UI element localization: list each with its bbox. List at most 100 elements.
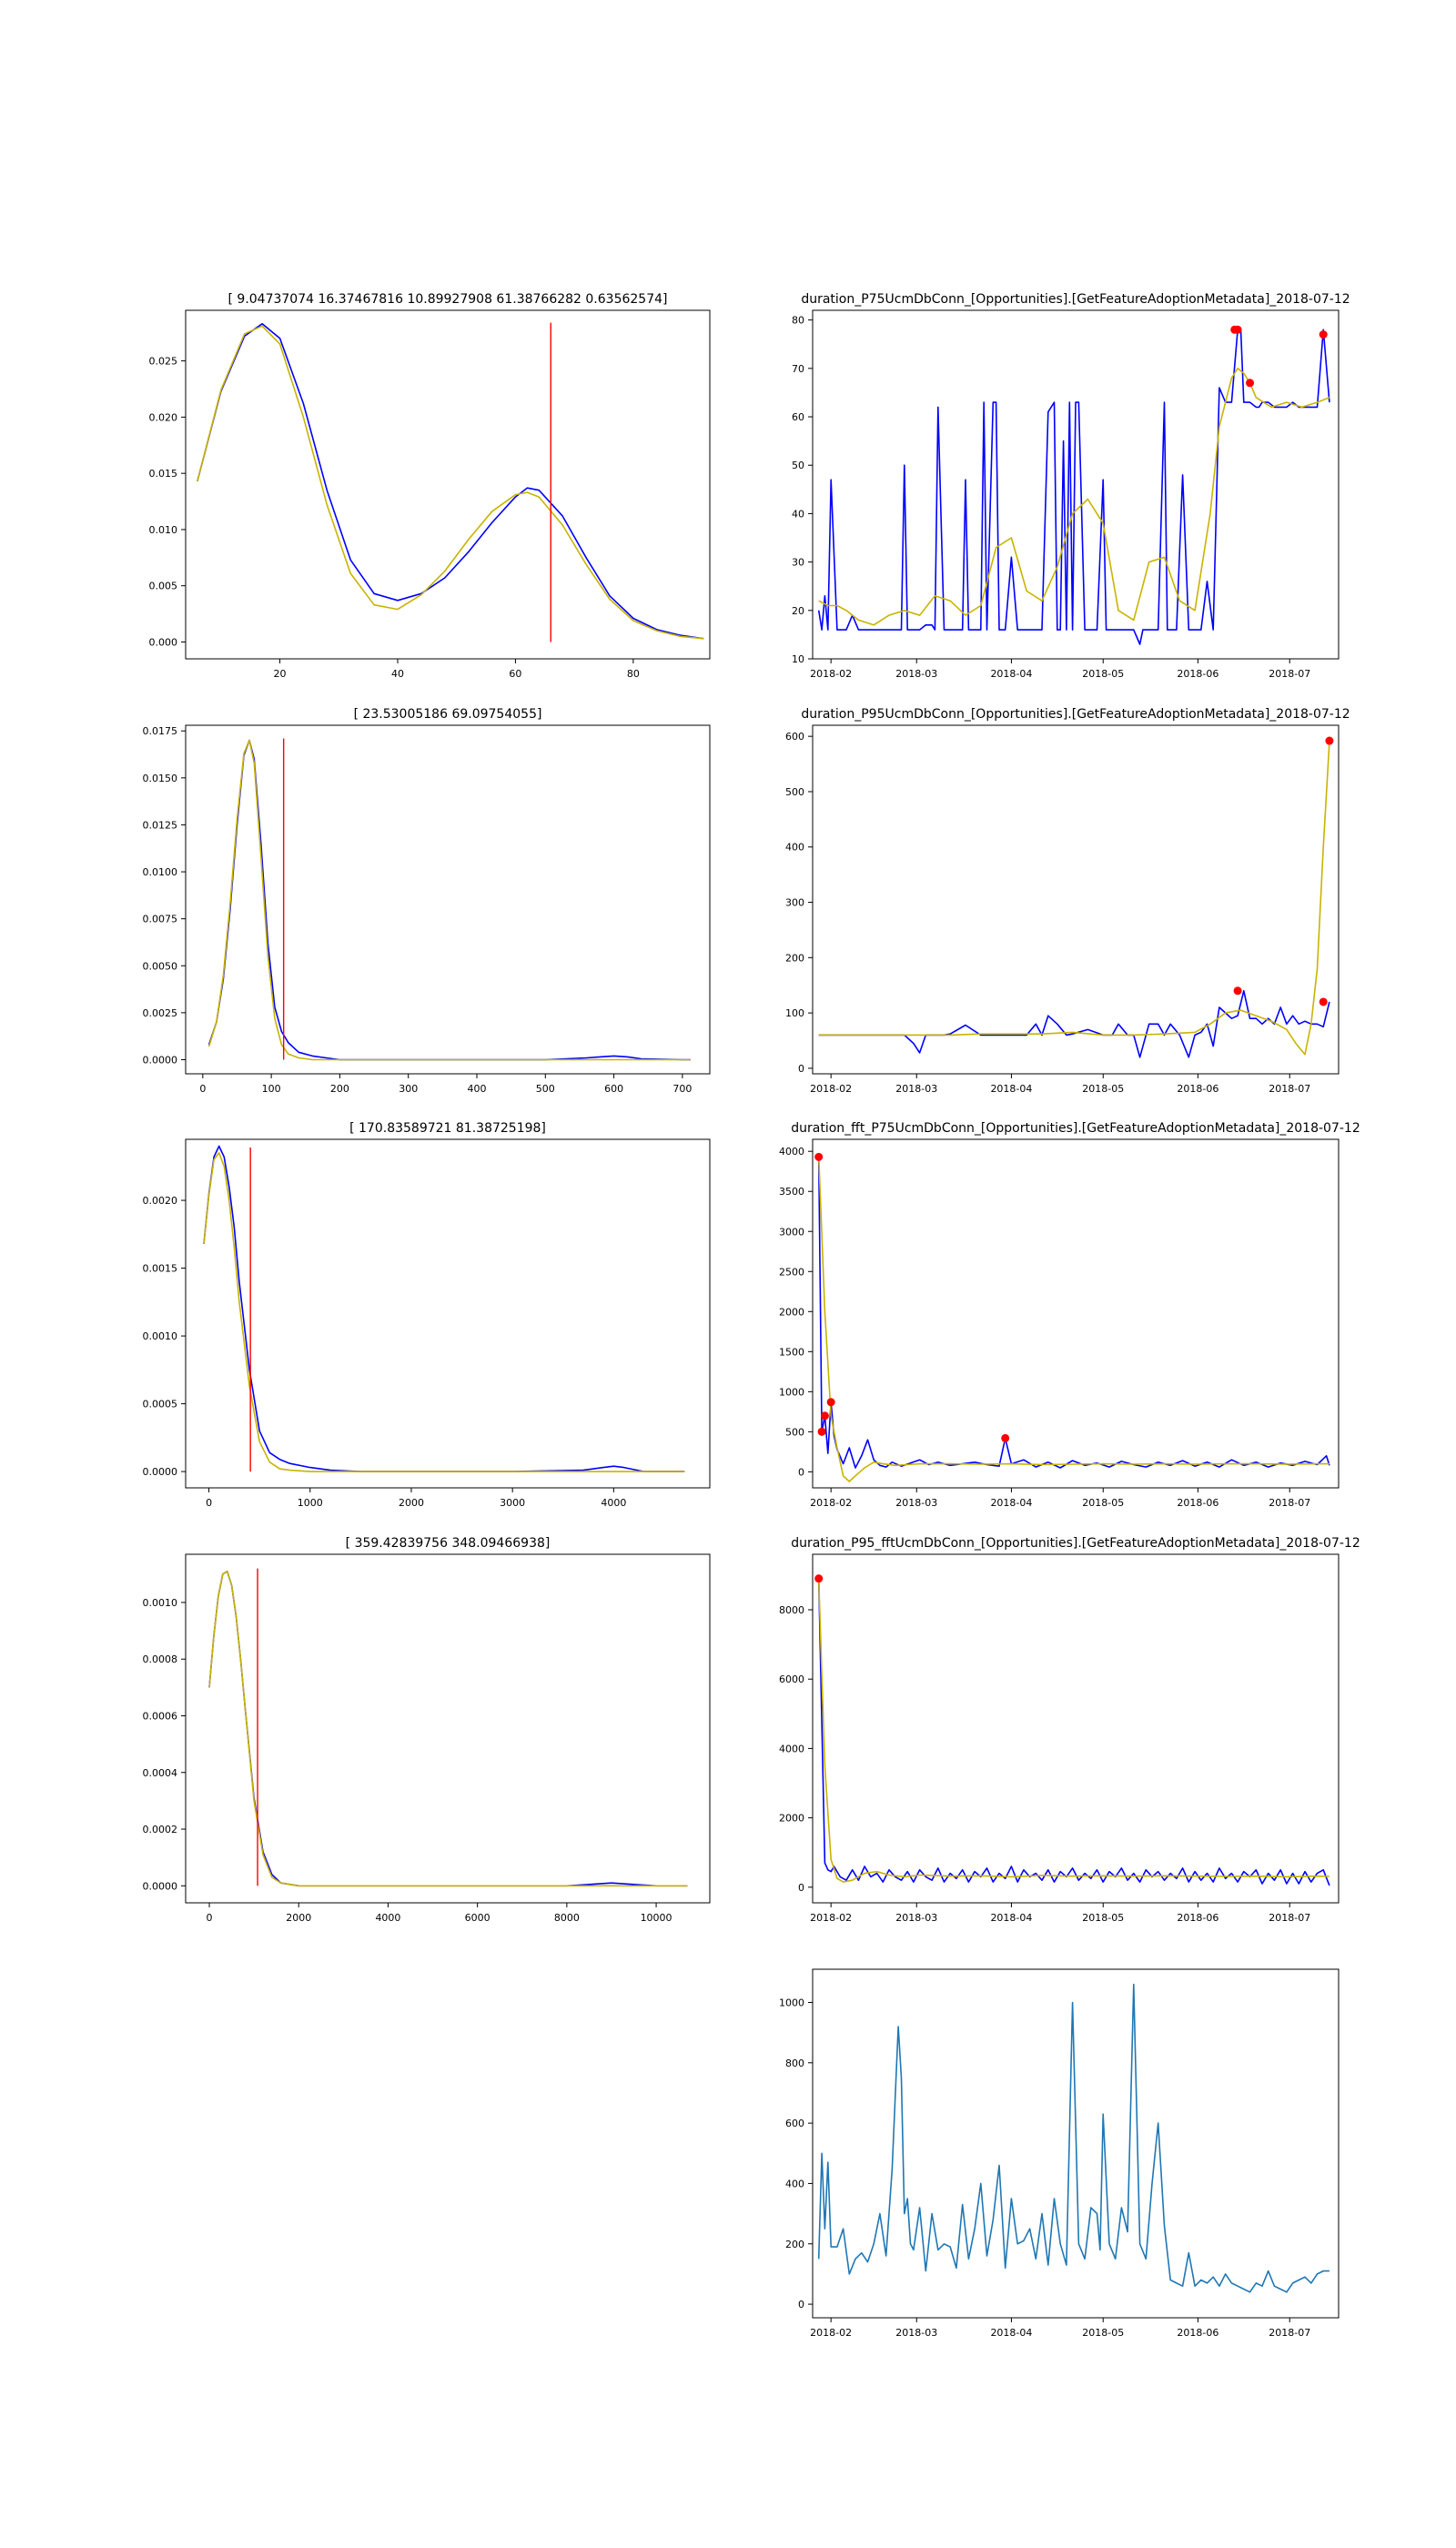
density_2-xtick-label: 600 [604, 1083, 623, 1095]
timeseries_2-marker-2 [1325, 736, 1334, 745]
timeseries_1-ytick-label: 60 [792, 411, 804, 423]
timeseries_1-panel: duration_P75UcmDbConn_[Opportunities].[G… [792, 292, 1350, 680]
density_1-title: [ 9.04737074 16.37467816 10.89927908 61.… [228, 292, 668, 307]
timeseries_5-series-0-line [817, 1983, 1330, 2293]
density_2-ytick-label: 0.0000 [143, 1055, 178, 1067]
density_3-ytick-label: 0.0015 [143, 1263, 178, 1275]
timeseries_1-ytick-label: 20 [792, 605, 804, 617]
timeseries_2-ytick-label: 200 [785, 952, 804, 964]
timeseries_5-ytick-label: 1000 [779, 1997, 804, 2008]
timeseries_3-plot-area [817, 1155, 1330, 1482]
timeseries_5-ytick-label: 400 [785, 2178, 804, 2189]
density_3-ytick-label: 0.0010 [143, 1330, 178, 1342]
density_2-xtick-label: 700 [672, 1083, 692, 1095]
timeseries_5-ytick-label: 600 [785, 2118, 804, 2129]
timeseries_4-xtick-label: 2018-02 [810, 1912, 852, 1924]
density_4-xtick-label: 4000 [375, 1912, 400, 1924]
density_3-plot-area [203, 1145, 685, 1472]
timeseries_4-xtick-label: 2018-06 [1177, 1912, 1218, 1924]
timeseries_2-marker-0 [1233, 986, 1242, 996]
timeseries_5-plot-area [817, 1983, 1330, 2293]
timeseries_2-axes-frame [812, 724, 1340, 1075]
density_1-xtick-label: 60 [509, 668, 521, 680]
density_3-title: [ 170.83589721 81.38725198] [349, 1121, 546, 1136]
density_1-series-0-line [197, 322, 704, 640]
density_1-ytick-label: 0.005 [149, 581, 178, 592]
timeseries_4-panel: duration_P95_fftUcmDbConn_[Opportunities… [779, 1536, 1360, 1924]
density_3-ytick-label: 0.0000 [143, 1466, 178, 1478]
density_1-series-1-line [197, 325, 704, 640]
timeseries_1-ytick-label: 70 [792, 363, 804, 375]
timeseries_2-panel: duration_P95UcmDbConn_[Opportunities].[G… [785, 707, 1350, 1095]
timeseries_3-axes-frame [812, 1138, 1340, 1489]
timeseries_1-marker-2 [1246, 379, 1255, 388]
timeseries_1-marker-3 [1319, 330, 1328, 339]
timeseries_5-ytick-label: 800 [785, 2058, 804, 2069]
timeseries_1-xtick-label: 2018-05 [1082, 668, 1124, 680]
density_4-xtick-label: 6000 [465, 1912, 490, 1924]
density_2-ytick-label: 0.0150 [143, 773, 178, 784]
density_3-series-1-line [203, 1152, 685, 1472]
density_2-ytick-label: 0.0175 [143, 725, 178, 737]
density_1-xtick-label: 80 [627, 668, 640, 680]
timeseries_1-title: duration_P75UcmDbConn_[Opportunities].[G… [801, 292, 1350, 307]
density_2-ytick-label: 0.0075 [143, 914, 178, 925]
timeseries_2-marker-1 [1319, 997, 1328, 1006]
timeseries_4-ytick-label: 4000 [779, 1743, 804, 1754]
density_2-xtick-label: 400 [468, 1083, 487, 1095]
timeseries_1-ytick-label: 40 [792, 508, 804, 520]
timeseries_1-axes-frame [812, 309, 1340, 660]
timeseries_2-plot-area [818, 742, 1330, 1058]
timeseries_4-series-1-line [817, 1578, 1330, 1883]
density_3-panel: [ 170.83589721 81.38725198] 0 1000 2000 3000… [143, 1121, 711, 1509]
timeseries_3-xtick-label: 2018-03 [895, 1497, 937, 1509]
timeseries_3-marker-4 [1001, 1433, 1010, 1442]
timeseries_4-series-0-line [817, 1578, 1330, 1886]
timeseries_1-series-1-line [818, 367, 1330, 626]
density_1-ytick-label: 0.025 [149, 356, 178, 368]
density_1-axes-frame [185, 309, 711, 660]
timeseries_1-marker-1 [1233, 325, 1242, 334]
timeseries_2-xtick-label: 2018-04 [990, 1083, 1032, 1095]
timeseries_2-ytick-label: 600 [785, 731, 804, 743]
density_2-xtick-label: 500 [536, 1083, 555, 1095]
density_4-ytick-label: 0.0010 [143, 1597, 178, 1609]
timeseries_2-series-1-line [818, 742, 1330, 1056]
timeseries_2-ytick-label: 100 [785, 1007, 804, 1019]
timeseries_2-ytick-label: 0 [798, 1063, 804, 1075]
density_3-xtick-label: 4000 [601, 1497, 626, 1509]
density_4-xtick-label: 2000 [286, 1912, 311, 1924]
density_2-panel: [ 23.53005186 69.09754055] 0 100 200 300 400 5… [143, 707, 711, 1095]
timeseries_3-xtick-label: 2018-07 [1269, 1497, 1310, 1509]
timeseries_2-xtick-label: 2018-07 [1269, 1083, 1310, 1095]
density_3-xtick-label: 3000 [500, 1497, 525, 1509]
density_3-xtick-label: 2000 [399, 1497, 424, 1509]
density_1-xtick-label: 20 [274, 668, 287, 680]
timeseries_3-marker-3 [826, 1398, 835, 1407]
timeseries_5-xtick-label: 2018-04 [990, 2327, 1032, 2339]
timeseries_4-title: duration_P95_fftUcmDbConn_[Opportunities… [791, 1536, 1360, 1551]
timeseries_2-title: duration_P95UcmDbConn_[Opportunities].[G… [801, 707, 1350, 722]
timeseries_3-ytick-label: 3000 [779, 1226, 804, 1238]
density_2-ytick-label: 0.0050 [143, 960, 178, 972]
timeseries_4-marker-0 [814, 1574, 824, 1583]
density_4-ytick-label: 0.0006 [143, 1710, 178, 1722]
timeseries_2-ytick-label: 400 [785, 842, 804, 854]
timeseries_5-xtick-label: 2018-07 [1269, 2327, 1310, 2339]
timeseries_3-series-1-line [817, 1155, 1330, 1482]
timeseries_3-ytick-label: 3500 [779, 1186, 804, 1198]
density_2-ytick-label: 0.0100 [143, 866, 178, 878]
timeseries_5-xtick-label: 2018-06 [1177, 2327, 1218, 2339]
timeseries_1-ytick-label: 10 [792, 653, 804, 665]
density_1-panel: [ 9.04737074 16.37467816 10.89927908 61.… [149, 292, 711, 680]
density_2-xtick-label: 200 [330, 1083, 349, 1095]
density_2-title: [ 23.53005186 69.09754055] [354, 707, 542, 722]
timeseries_4-ytick-label: 8000 [779, 1604, 804, 1616]
timeseries_3-marker-2 [820, 1411, 829, 1421]
density_2-xtick-label: 300 [399, 1083, 418, 1095]
density_3-ytick-label: 0.0020 [143, 1195, 178, 1207]
density_3-axes-frame [185, 1138, 711, 1489]
density_4-xtick-label: 0 [207, 1912, 213, 1924]
timeseries_3-ytick-label: 1500 [779, 1346, 804, 1358]
timeseries_3-ytick-label: 500 [785, 1426, 804, 1438]
